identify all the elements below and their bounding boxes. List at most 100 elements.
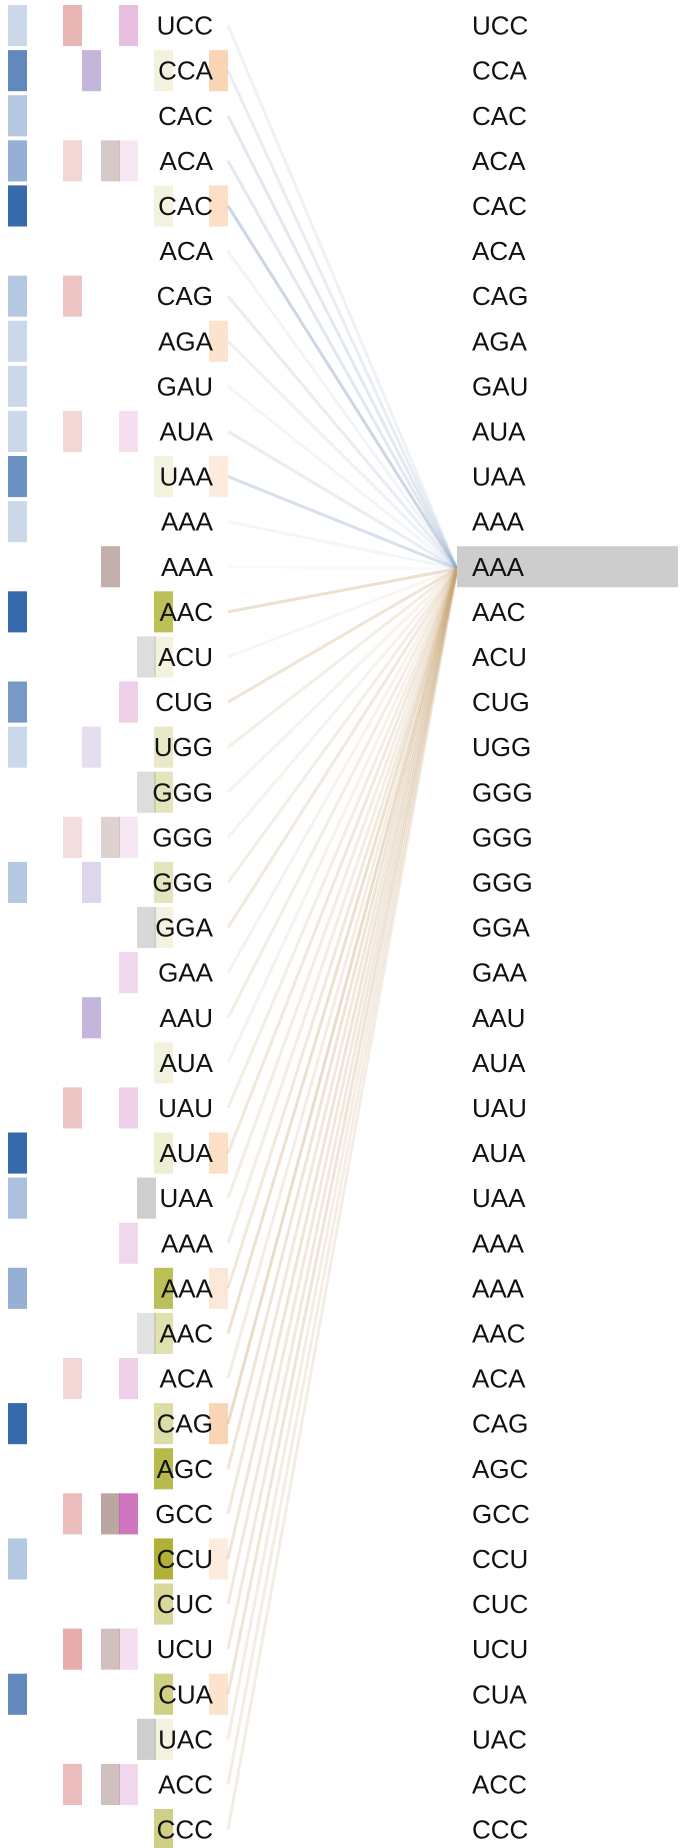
target-token-label[interactable]: UAU — [472, 1093, 527, 1123]
source-token-label[interactable]: CAG — [157, 281, 213, 311]
source-token-label[interactable]: CCU — [157, 1544, 213, 1574]
source-token-label[interactable]: AUA — [160, 1138, 214, 1168]
source-token-label[interactable]: GGG — [152, 822, 213, 852]
heatmap-cell — [154, 907, 173, 949]
target-token-label[interactable]: AAC — [472, 597, 525, 627]
target-token-label[interactable]: GGG — [472, 777, 533, 807]
target-token-label[interactable]: UAA — [472, 1183, 526, 1213]
heatmap-cell — [8, 726, 27, 768]
target-token-label[interactable]: GCC — [472, 1499, 530, 1529]
source-token-label[interactable]: CCC — [157, 1815, 213, 1845]
target-token-label[interactable]: AAC — [472, 1318, 525, 1348]
source-token-label[interactable]: UGG — [154, 732, 213, 762]
target-token-label[interactable]: AUA — [472, 1138, 526, 1168]
attention-link — [226, 340, 459, 570]
heatmap-cell — [8, 501, 27, 543]
target-token-label[interactable]: GGG — [472, 867, 533, 897]
source-token-label[interactable]: ACA — [160, 146, 214, 176]
source-token-label[interactable]: GAU — [157, 371, 213, 401]
heatmap-cell — [154, 1538, 173, 1580]
target-token-label[interactable]: AAA — [472, 1228, 525, 1258]
heatmap-cell — [8, 1267, 27, 1309]
target-token-label[interactable]: AUA — [472, 416, 526, 446]
attention-link — [226, 568, 459, 974]
source-token-label[interactable]: UAA — [160, 1183, 214, 1213]
target-token-label[interactable]: ACU — [472, 642, 527, 672]
heatmap-cell — [119, 1358, 138, 1400]
source-token-label[interactable]: UAC — [158, 1724, 213, 1754]
target-token-label[interactable]: AGC — [472, 1454, 528, 1484]
heatmap-cell — [8, 1132, 27, 1174]
heatmap-cell — [63, 1358, 82, 1400]
target-token-label[interactable]: UAA — [472, 462, 526, 492]
target-token-label[interactable]: GGA — [472, 913, 530, 943]
source-token-label[interactable]: GAA — [158, 958, 214, 988]
target-token-label[interactable]: CAC — [472, 191, 527, 221]
source-token-label[interactable]: GGG — [152, 867, 213, 897]
source-token-label[interactable]: AAA — [161, 1273, 214, 1303]
target-token-label[interactable]: AAA — [472, 1273, 525, 1303]
source-token-label[interactable]: AUA — [160, 416, 214, 446]
target-token-label[interactable]: GAU — [472, 371, 528, 401]
target-token-label[interactable]: UAC — [472, 1724, 527, 1754]
target-token-label[interactable]: GAA — [472, 958, 528, 988]
heatmap-cell — [8, 410, 27, 452]
source-token-label[interactable]: UCU — [157, 1634, 213, 1664]
target-token-label[interactable]: ACA — [472, 146, 526, 176]
source-token-label[interactable]: AGA — [158, 326, 214, 356]
source-token-label[interactable]: AAU — [160, 1003, 213, 1033]
heatmap-cell — [8, 681, 27, 723]
target-token-label[interactable]: ACA — [472, 1364, 526, 1394]
source-token-label[interactable]: ACA — [160, 236, 214, 266]
target-token-label[interactable]: AAA — [472, 552, 525, 582]
heatmap-cell — [154, 1809, 173, 1848]
target-token-label[interactable]: UCC — [472, 11, 528, 41]
heatmap-cell — [101, 1628, 120, 1670]
source-token-label[interactable]: CAG — [157, 1409, 213, 1439]
source-token-label[interactable]: CCA — [158, 56, 214, 86]
source-token-label[interactable]: ACC — [158, 1769, 213, 1799]
source-token-label[interactable]: CAC — [158, 191, 213, 221]
target-token-label[interactable]: CAC — [472, 101, 527, 131]
target-token-label[interactable]: GGG — [472, 822, 533, 852]
source-token-label[interactable]: GCC — [155, 1499, 213, 1529]
source-token-label[interactable]: UAA — [160, 462, 214, 492]
source-token-label[interactable]: CAC — [158, 101, 213, 131]
heatmap-cell — [154, 636, 173, 678]
target-token-label[interactable]: UCU — [472, 1634, 528, 1664]
source-token-label[interactable]: AAA — [161, 552, 214, 582]
target-token-label[interactable]: ACC — [472, 1769, 527, 1799]
target-token-label[interactable]: CUC — [472, 1589, 528, 1619]
source-token-label[interactable]: AAC — [160, 1318, 213, 1348]
source-token-label[interactable]: AUA — [160, 1048, 214, 1078]
heatmap-cell — [8, 95, 27, 137]
target-token-label[interactable]: AAU — [472, 1003, 525, 1033]
target-token-label[interactable]: AGA — [472, 326, 528, 356]
target-token-label[interactable]: CAG — [472, 1409, 528, 1439]
heatmap-cell — [119, 952, 138, 994]
target-token-label[interactable]: CCC — [472, 1815, 528, 1845]
source-token-label[interactable]: AGC — [157, 1454, 213, 1484]
target-token-label[interactable]: AUA — [472, 1048, 526, 1078]
source-token-label[interactable]: AAC — [160, 597, 213, 627]
target-token-label[interactable]: CCU — [472, 1544, 528, 1574]
target-token-label[interactable]: CUA — [472, 1679, 528, 1709]
target-token-label[interactable]: CCA — [472, 56, 528, 86]
source-token-label[interactable]: CUC — [157, 1589, 213, 1619]
target-token-label[interactable]: CUG — [472, 687, 530, 717]
source-token-label[interactable]: ACU — [158, 642, 213, 672]
source-token-label[interactable]: GGG — [152, 777, 213, 807]
source-token-label[interactable]: UCC — [157, 11, 213, 41]
source-token-label[interactable]: ACA — [160, 1364, 214, 1394]
source-token-label[interactable]: CUG — [155, 687, 213, 717]
target-token-label[interactable]: UGG — [472, 732, 531, 762]
source-token-label[interactable]: UAU — [158, 1093, 213, 1123]
target-token-label[interactable]: ACA — [472, 236, 526, 266]
source-token-label[interactable]: AAA — [161, 1228, 214, 1258]
target-token-label[interactable]: AAA — [472, 507, 525, 537]
source-token-label[interactable]: AAA — [161, 507, 214, 537]
source-token-label[interactable]: CUA — [158, 1679, 214, 1709]
heatmap-cell — [8, 320, 27, 362]
target-token-label[interactable]: CAG — [472, 281, 528, 311]
source-token-label[interactable]: GGA — [155, 913, 213, 943]
